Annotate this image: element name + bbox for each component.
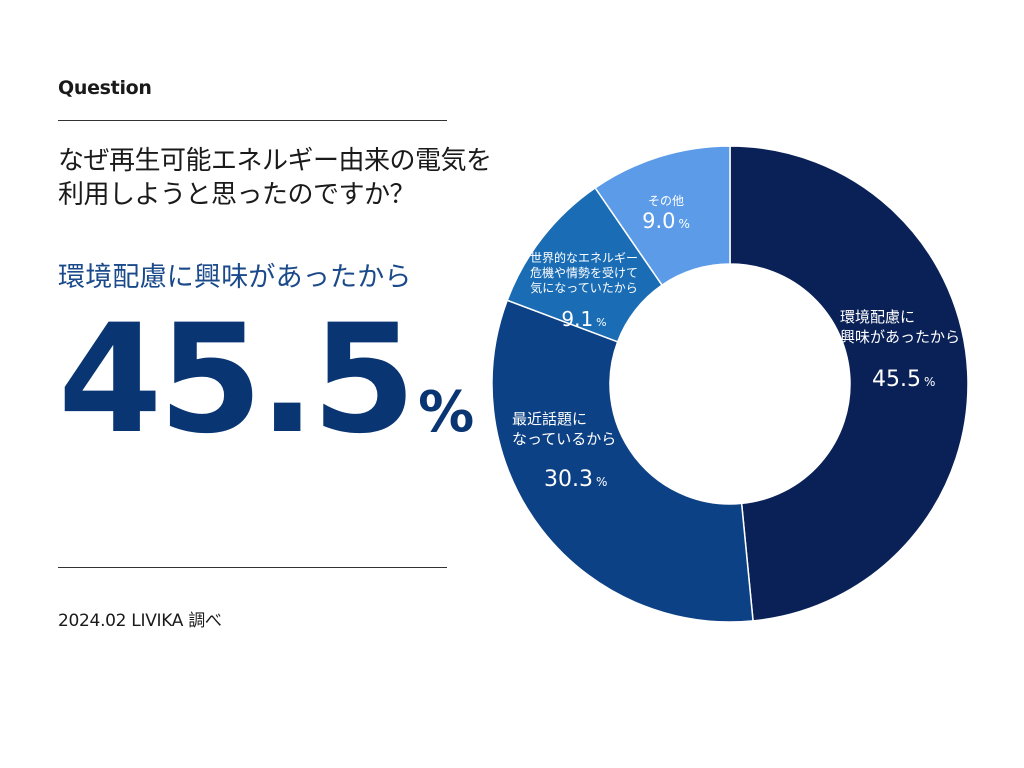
slice-label-1: 環境配慮に興味があったから	[840, 308, 960, 346]
source-note: 2024.02 LIVIKA 調べ	[58, 611, 222, 631]
donut-slice-2	[491, 299, 754, 623]
slice-label-line: なっているから	[512, 430, 616, 448]
slice-label-3: 世界的なエネルギー危機や情勢を受けて気になっていたから	[530, 250, 638, 295]
slice-label-line: 世界的なエネルギー	[530, 250, 638, 265]
top-answer-value: 45.5	[58, 293, 416, 467]
slice-value-number: 9.0	[642, 209, 675, 233]
slice-label-line: 環境配慮に	[840, 308, 915, 326]
slice-value-unit: %	[596, 475, 607, 489]
slice-value-unit: %	[596, 316, 606, 329]
slice-label-2: 最近話題になっているから	[512, 410, 616, 448]
slice-label-line: 気になっていたから	[530, 280, 637, 295]
question-line-1: なぜ再生可能エネルギー由来の電気を	[58, 146, 492, 176]
slice-value-1: 45.5%	[872, 367, 935, 392]
question-text: なぜ再生可能エネルギー由来の電気を 利用しようと思ったのですか？	[58, 144, 598, 212]
top-divider	[58, 120, 447, 121]
top-answer-percentage: 45.5%	[58, 300, 474, 460]
slice-label-4: その他	[648, 194, 684, 208]
slice-value-2: 30.3%	[544, 467, 607, 492]
top-answer-unit: %	[418, 380, 475, 445]
bottom-divider	[58, 567, 447, 568]
slice-label-line: 危機や情勢を受けて	[530, 265, 638, 280]
slice-label-line: 最近話題に	[512, 410, 587, 428]
donut-slice-4	[594, 145, 731, 287]
slice-value-number: 9.1	[561, 307, 593, 331]
slice-value-3: 9.1%	[561, 307, 606, 331]
slice-value-number: 45.5	[872, 367, 921, 392]
slice-label-line: 興味があったから	[840, 328, 960, 346]
top-answer-label: 環境配慮に興味があったから	[58, 262, 412, 293]
slice-value-number: 30.3	[544, 467, 593, 492]
donut-slice-1	[729, 145, 969, 622]
slice-value-unit: %	[924, 375, 935, 389]
slice-value-unit: %	[679, 217, 690, 231]
slice-value-4: 9.0%	[642, 209, 690, 233]
question-label: Question	[58, 77, 152, 99]
slice-label-line: その他	[648, 194, 684, 208]
question-line-2: 利用しようと思ったのですか？	[58, 180, 416, 210]
